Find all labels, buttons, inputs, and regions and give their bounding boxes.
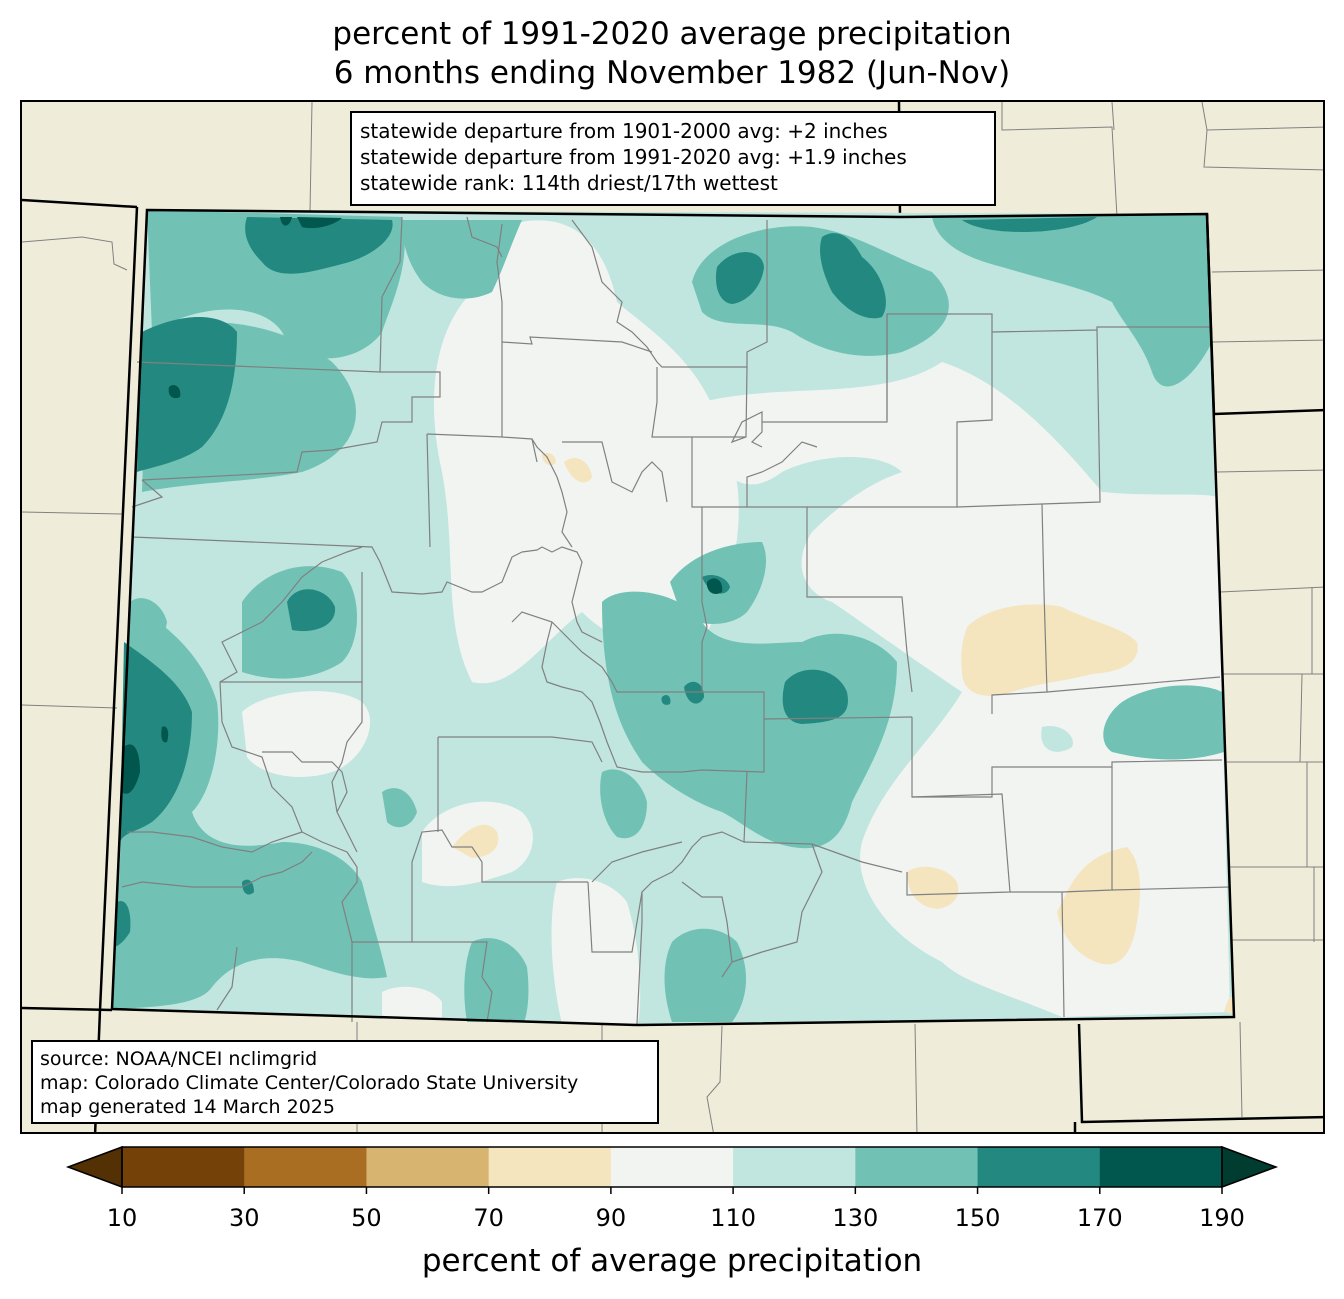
colorbar-tick-label: 50: [351, 1204, 382, 1232]
colorbar: [65, 1145, 1279, 1194]
colorbar-tick-label: 190: [1199, 1204, 1245, 1232]
neighbor-county-lines: [22, 102, 1323, 1132]
colorbar-tick-label: 130: [832, 1204, 879, 1232]
source-box: source: NOAA/NCEI nclimgrid map: Colorad…: [31, 1040, 659, 1124]
departure-1901-2000: statewide departure from 1901-2000 avg: …: [360, 119, 888, 143]
colorbar-bin-30-50: [244, 1147, 367, 1187]
colorbar-bin-170-190: [1099, 1147, 1223, 1187]
colorbar-tick-label: 70: [473, 1204, 504, 1232]
map-generated-line: map generated 14 March 2025: [40, 1096, 335, 1118]
colorado-border: [110, 208, 1236, 1027]
map-title-line-1: percent of 1991-2020 average precipitati…: [332, 16, 1012, 52]
colorbar-tick-label: 30: [228, 1204, 260, 1232]
precipitation-map: [22, 102, 1323, 1132]
colorbar-outline: [121, 1146, 1223, 1188]
departure-1991-2020: statewide departure from 1991-2020 avg: …: [360, 145, 907, 169]
colorbar-tick-label: 10: [106, 1204, 138, 1232]
colorbar-bin-150-170: [977, 1147, 1101, 1187]
source-line: source: NOAA/NCEI nclimgrid: [40, 1048, 318, 1070]
statewide-stats-box: statewide departure from 1901-2000 avg: …: [350, 111, 996, 206]
colorbar-bin-50-70: [366, 1147, 490, 1187]
map-frame: [20, 100, 1325, 1134]
colorbar-under-arrow: [65, 1145, 123, 1189]
colorado-county-lines: [121, 216, 1231, 1025]
colorbar-bin-70-90: [488, 1147, 612, 1187]
colorbar-tick-label: 170: [1076, 1204, 1123, 1232]
colorbar-bin-110-130: [733, 1147, 856, 1187]
colorado-precip-field: [112, 210, 1234, 1025]
colorbar-bin-130-150: [855, 1147, 979, 1187]
colorbar-tick-label: 110: [710, 1204, 757, 1232]
colorbar-tick-label: 150: [954, 1204, 1001, 1232]
map-credit-line: map: Colorado Climate Center/Colorado St…: [40, 1072, 579, 1094]
map-title-line-2: 6 months ending November 1982 (Jun-Nov): [333, 55, 1011, 91]
colorbar-label: percent of average precipitation: [421, 1243, 923, 1279]
colorbar-bin-90-110: [610, 1147, 734, 1187]
statewide-rank: statewide rank: 114th driest/17th wettes…: [360, 171, 778, 195]
colorbar-over-arrow: [1221, 1145, 1279, 1189]
colorbar-bin-10-30: [122, 1147, 245, 1187]
colorbar-tick-label: 90: [595, 1204, 627, 1232]
